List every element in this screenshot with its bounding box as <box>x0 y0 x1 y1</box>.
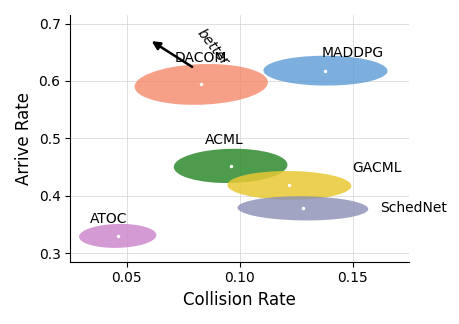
Text: SchedNet: SchedNet <box>379 201 446 215</box>
Text: MADDPG: MADDPG <box>321 46 383 61</box>
Ellipse shape <box>79 224 156 248</box>
Ellipse shape <box>134 64 267 105</box>
Ellipse shape <box>174 149 287 183</box>
Text: better: better <box>194 26 230 68</box>
Text: DACOM: DACOM <box>175 51 227 65</box>
Ellipse shape <box>227 171 351 200</box>
Text: ACML: ACML <box>204 133 243 147</box>
Text: ATOC: ATOC <box>90 212 127 226</box>
X-axis label: Collision Rate: Collision Rate <box>183 291 296 309</box>
Y-axis label: Arrive Rate: Arrive Rate <box>15 92 33 185</box>
Ellipse shape <box>237 196 368 220</box>
Ellipse shape <box>263 56 386 86</box>
Text: GACML: GACML <box>352 161 401 175</box>
